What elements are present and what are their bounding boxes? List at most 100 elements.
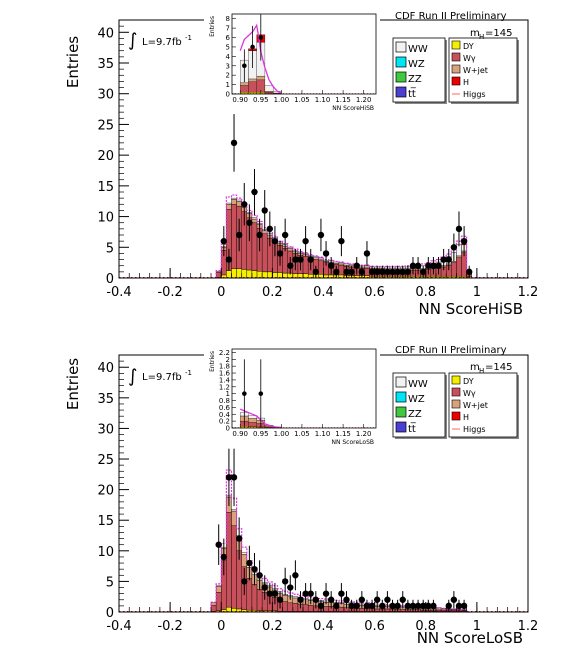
inset-bar-wgamma	[248, 81, 257, 93]
data-point	[322, 250, 330, 257]
y-tick-label: 20	[97, 484, 114, 499]
data-point	[394, 268, 401, 276]
inset-y-tick-label: 1.6	[219, 370, 231, 378]
data-point	[256, 231, 263, 239]
mass-label-sub: H	[479, 367, 484, 375]
y-axis-title: Entries	[64, 358, 82, 410]
legend-swatch	[395, 71, 407, 83]
inset-x-tick-label: 1.20	[356, 430, 372, 438]
luminosity-text: L=9.7fb	[142, 372, 182, 383]
inset-x-axis-title: NN ScoreHiSB	[332, 105, 374, 112]
inset-y-tick-label: 0.4	[219, 411, 231, 419]
data-point	[373, 596, 381, 603]
data-point	[425, 262, 432, 269]
bar-wgamma	[251, 584, 258, 611]
inset-x-tick-label: 1.15	[335, 430, 351, 438]
inset-bar-wjet	[248, 78, 257, 82]
data-point	[389, 602, 396, 610]
legend-label: W+jet	[463, 66, 488, 75]
luminosity-label: ∫ L=9.7fb -1	[128, 30, 192, 51]
data-point	[312, 268, 320, 276]
mass-label: m H =145	[470, 28, 512, 41]
inset-plot-hisb: 0 12 34 567 8 0.90 0.95 1.00 1.05 1.10 1.15 1.20NN …	[204, 10, 380, 112]
bar-wjet	[292, 597, 299, 604]
bar-ww	[318, 257, 324, 260]
bar-wgamma	[226, 512, 232, 608]
legend-swatch	[451, 375, 461, 385]
legend-label: WW	[408, 44, 428, 55]
legend-swatch	[451, 399, 461, 409]
bar-wjet	[231, 510, 237, 526]
bar-wgamma	[302, 604, 309, 612]
mass-label-m: m	[470, 28, 480, 39]
inset-bar-wjet	[248, 418, 257, 423]
inset-background	[204, 10, 380, 112]
data-point	[261, 207, 268, 214]
data-point	[363, 250, 371, 257]
data-point	[466, 268, 473, 276]
data-point	[455, 225, 463, 233]
bar-dy	[236, 268, 242, 279]
legend-label: H	[463, 413, 469, 422]
legend-label: DY	[463, 42, 474, 51]
bar-wgamma	[359, 608, 365, 612]
legend-swatch	[451, 411, 461, 421]
integral-symbol: ∫	[128, 366, 137, 387]
data-point	[338, 590, 345, 597]
luminosity-sup: -1	[185, 34, 192, 42]
data-point	[358, 596, 366, 603]
bar-dy	[256, 271, 263, 279]
x-tick-label: 0.4	[313, 285, 334, 300]
data-point	[312, 596, 320, 603]
legend-hisb: WW WZ ZZ tt̅ DY Wγ W+jet H Higgs	[392, 37, 519, 104]
bar-wgamma	[215, 592, 222, 611]
data-point	[404, 268, 412, 276]
data-point	[241, 201, 248, 208]
inset-y-tick-label: 2	[226, 356, 230, 364]
bar-wjet	[313, 257, 319, 260]
y-tick-label: 10	[97, 545, 114, 560]
bar-wgamma	[338, 264, 345, 276]
x-tick-label: 0	[217, 619, 225, 634]
bar-wjet	[318, 258, 324, 262]
bar-ww	[343, 263, 350, 266]
y-tick-label: 15	[97, 180, 114, 195]
bar-wgamma	[451, 262, 457, 277]
y-axis-title: Entries	[64, 36, 82, 88]
inset-frame	[231, 13, 377, 95]
x-tick-label: 0.6	[364, 285, 385, 300]
data-point	[225, 474, 233, 481]
x-tick-label: -0.4	[106, 285, 131, 300]
bar-dy	[251, 270, 258, 279]
inset-y-tick-label: 0.2	[219, 418, 230, 426]
data-point	[261, 584, 268, 591]
bar-wgamma	[215, 272, 222, 278]
data-point	[225, 256, 233, 263]
data-point	[399, 596, 406, 603]
inset-x-tick-label: 0.95	[253, 96, 269, 104]
legend-label: Higgs	[463, 90, 486, 99]
data-point	[271, 237, 279, 245]
y-tick-label: 5	[106, 241, 114, 256]
x-tick-label: 0.8	[415, 285, 436, 300]
inset-y-tick-label: 1	[226, 81, 230, 89]
legend-label: ZZ	[408, 409, 422, 420]
inset-y-tick-label: 8	[226, 15, 230, 23]
data-point	[281, 231, 289, 239]
legend-swatch	[451, 40, 461, 50]
mass-label-m: m	[470, 362, 480, 373]
x-tick-label: 0.2	[262, 619, 283, 634]
data-point	[419, 268, 427, 276]
bar-wgamma	[210, 605, 217, 612]
bar-wgamma	[231, 204, 237, 269]
data-point	[220, 237, 228, 245]
y-tick-label: 25	[97, 118, 114, 133]
inset-x-tick-label: 1.15	[335, 96, 351, 104]
bar-ww	[348, 264, 355, 266]
data-point	[292, 572, 299, 579]
inset-y-tick-label: 6	[226, 34, 231, 42]
inset-plot-losb: 00.20.40.60.811.21.41.61.822.2 0.90 0.95 1.…	[204, 345, 380, 446]
inset-y-tick-label: 0	[226, 425, 230, 433]
data-point	[235, 535, 243, 542]
